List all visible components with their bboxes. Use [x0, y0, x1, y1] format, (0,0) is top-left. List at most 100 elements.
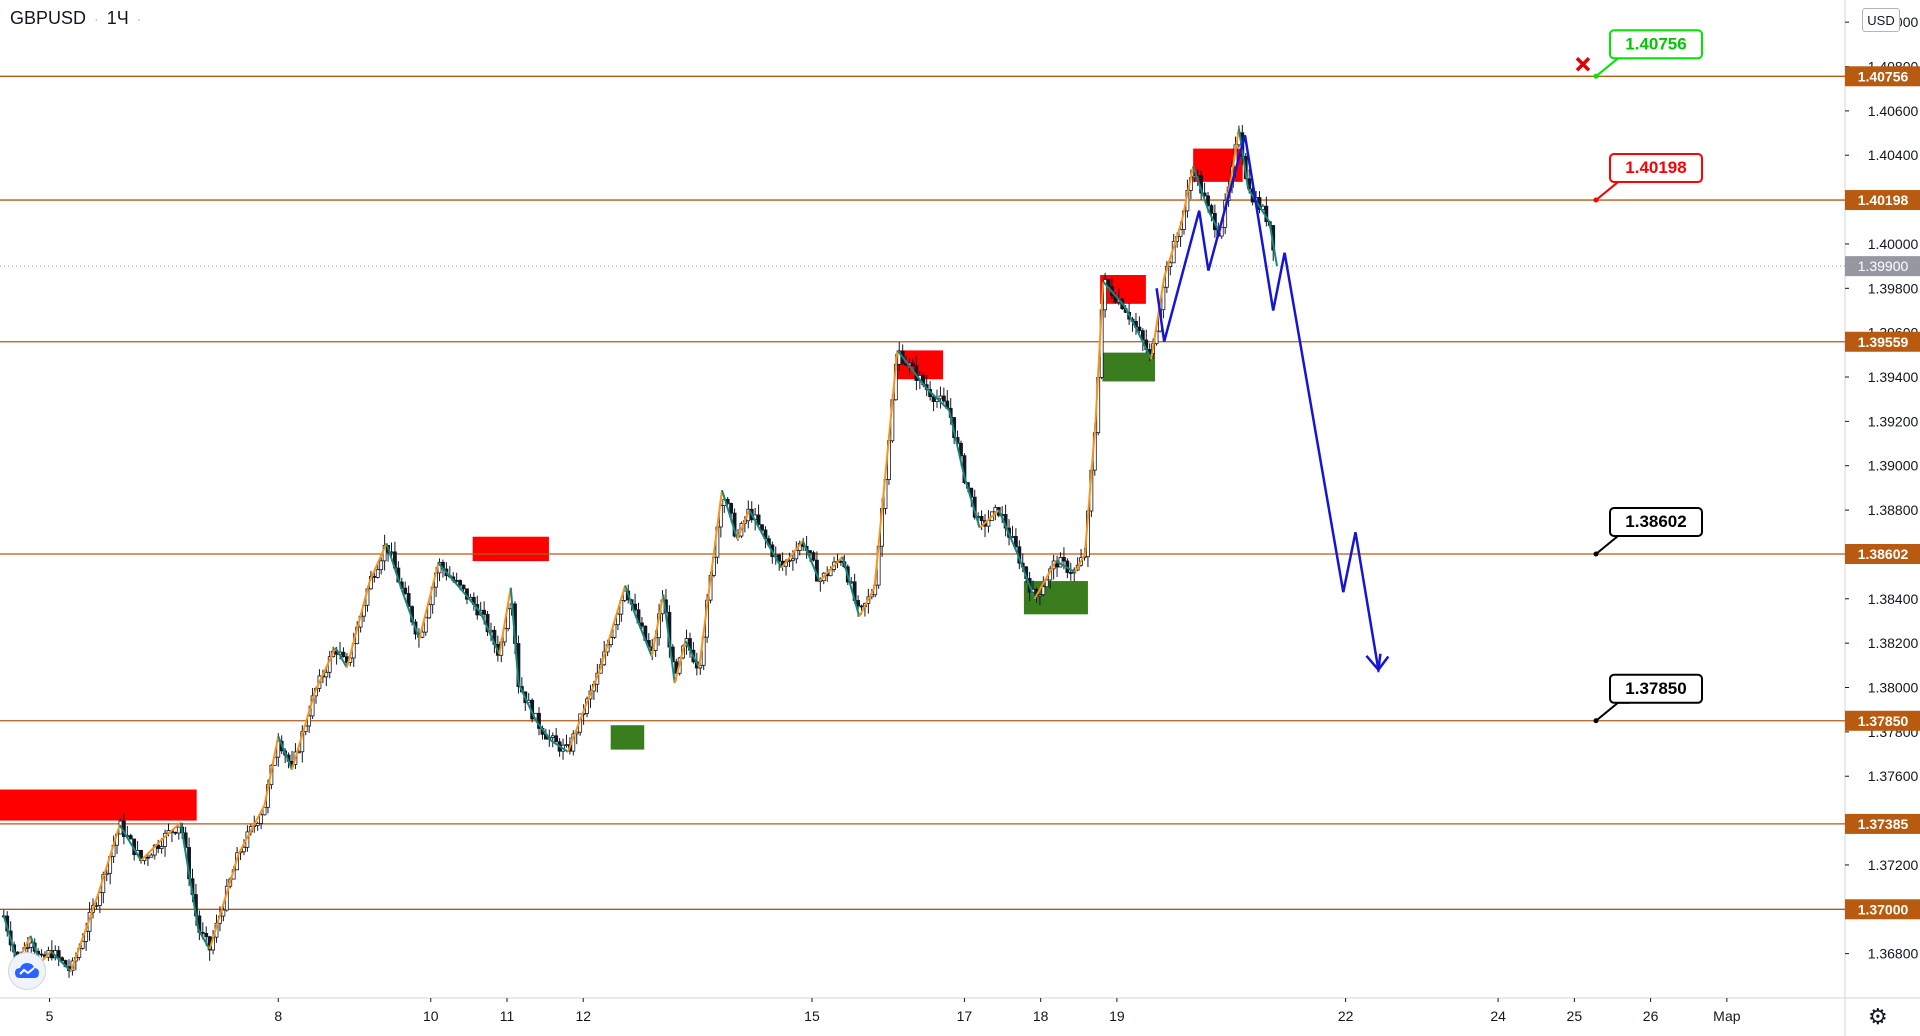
price-axis[interactable]: 1.368001.370001.372001.374001.376001.378… [1845, 14, 1920, 962]
candle-body [104, 872, 109, 876]
price-callouts[interactable]: 1.40756 1.40198 1.38602 1.37850 [1575, 29, 1703, 724]
candle-body [259, 814, 264, 824]
price-tick-label: 1.37200 [1868, 857, 1919, 873]
zigzag-segment [1237, 128, 1250, 189]
candle-body [454, 579, 459, 582]
plot-area [0, 0, 1845, 998]
candle-body [159, 846, 164, 849]
candle-body [787, 560, 792, 562]
zigzag-segment [140, 835, 167, 862]
zigzag-segment [978, 509, 1000, 529]
zigzag-segment [1016, 554, 1036, 600]
zigzag-segment [925, 387, 950, 412]
zigzag-segment [673, 640, 687, 684]
candle-body [839, 560, 843, 563]
time-tick-label: 18 [1033, 1008, 1049, 1024]
candle-body [29, 942, 34, 948]
zigzag-segment [780, 540, 804, 569]
price-tick-label: 1.39000 [1868, 458, 1919, 474]
current-price-tag [1845, 256, 1920, 277]
candle-body [403, 587, 408, 594]
candle-body [94, 905, 99, 907]
zigzag-segment [582, 669, 601, 713]
candle-body [39, 953, 44, 956]
candle-body [25, 946, 30, 949]
candle-body [128, 835, 133, 840]
price-tick-label: 1.38200 [1868, 635, 1919, 651]
candle-body [1192, 175, 1197, 179]
zigzag-segment [1257, 203, 1271, 223]
zigzag-segment [873, 350, 899, 588]
candle-body [756, 514, 761, 526]
zigzag-segment [1150, 277, 1166, 360]
candle-body [959, 442, 963, 457]
zigzag-segment [237, 804, 266, 855]
zigzag-segment [498, 587, 512, 655]
time-axis[interactable]: 5 8 10 11 12 15 17 18 19 22 24 25 26 Мар [46, 998, 1741, 1024]
zigzag-segment [418, 563, 440, 639]
candle-body [616, 613, 620, 626]
level-axis-label-2: 1.40198 [1858, 192, 1909, 208]
candle-body [1044, 579, 1049, 588]
currency-button[interactable]: USD [1862, 8, 1900, 32]
symbol-name[interactable]: GBPUSD [10, 8, 87, 28]
gear-icon[interactable]: ⚙ [1868, 1004, 1888, 1029]
zigzag-segment [313, 647, 337, 693]
callout-label-4: 1.37850 [1625, 679, 1686, 698]
forecast-arrowhead [1365, 653, 1382, 673]
zigzag-segment [69, 893, 100, 972]
candle-body [242, 846, 246, 853]
zigzag-segment [179, 822, 200, 930]
candle-body [324, 671, 329, 678]
time-tick-label: 5 [46, 1008, 54, 1024]
chart-header[interactable]: GBPUSD · 1Ч · [10, 8, 141, 29]
candle-body [458, 580, 463, 586]
candle-body [640, 622, 644, 627]
price-tick-label: 1.39800 [1868, 280, 1919, 296]
zigzag-segment [334, 647, 348, 669]
candle-body [97, 892, 102, 906]
forecast-path[interactable] [1155, 134, 1390, 673]
zigzag-segment [1094, 281, 1105, 422]
candle-body [1103, 279, 1107, 311]
zigzag-segment [1074, 553, 1086, 573]
candle-body [1068, 572, 1073, 574]
zigzag-segment [765, 540, 783, 569]
price-tick-label: 1.40600 [1868, 103, 1919, 119]
candle-body [1209, 205, 1214, 214]
candle-body [808, 550, 812, 554]
zigzag-segment [736, 509, 751, 540]
zigzag-segment [1207, 210, 1221, 234]
zigzag-segment [458, 587, 482, 613]
zigzag-segment [535, 720, 553, 742]
candle-body [255, 823, 260, 826]
timeframe-label[interactable]: 1Ч [106, 8, 129, 28]
time-tick-label: 25 [1567, 1008, 1583, 1024]
zigzag-segment [698, 490, 723, 668]
candle-body [221, 909, 226, 917]
level-axis-tag-6 [1845, 813, 1920, 834]
zigzag-segment [550, 739, 569, 753]
callout-anchor-2 [1593, 197, 1599, 203]
zigzag-segment [1230, 128, 1240, 178]
callout-anchor-4 [1593, 718, 1599, 724]
resistance-zone-2 [472, 536, 549, 562]
level-axis-label-5: 1.37850 [1858, 713, 1909, 729]
time-tick-label: 11 [500, 1008, 515, 1024]
candle-body [993, 507, 998, 513]
candle-body [427, 604, 432, 619]
callout-anchor-3 [1593, 551, 1599, 557]
zigzag-segment [662, 594, 676, 684]
level-axis-label-3: 1.39559 [1858, 334, 1909, 350]
current-price-label: 1.39900 [1858, 258, 1909, 274]
level-axis-tag-2 [1845, 190, 1920, 211]
candle-body [941, 395, 946, 402]
zigzag-segment [400, 589, 421, 640]
price-zones [0, 148, 1243, 821]
tradingview-cloud-icon[interactable] [8, 952, 46, 990]
zigzag-segment [721, 489, 739, 540]
price-tick-label: 1.39400 [1868, 369, 1919, 385]
candle-body [163, 832, 167, 847]
